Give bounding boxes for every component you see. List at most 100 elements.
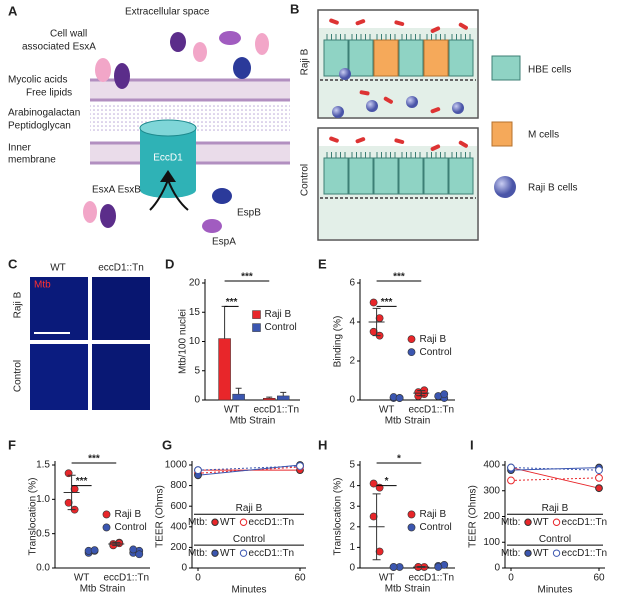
bacterium bbox=[355, 19, 366, 26]
y-tick-label: 10 bbox=[189, 336, 201, 347]
y-tick-label: 0 bbox=[349, 563, 355, 574]
y-tick-label: 1.0 bbox=[36, 494, 50, 505]
legend-swatch bbox=[407, 523, 416, 532]
well bbox=[317, 127, 479, 241]
legend-swatch bbox=[252, 323, 261, 332]
legend-marker bbox=[552, 549, 561, 557]
label: Free lipids bbox=[26, 88, 72, 99]
dot bbox=[64, 498, 73, 507]
point bbox=[296, 462, 304, 470]
y-axis-label: Mtb/100 nuclei bbox=[178, 309, 189, 374]
legend-swatch bbox=[407, 335, 416, 344]
protein bbox=[95, 58, 111, 82]
dot bbox=[369, 479, 378, 488]
legend-swatch bbox=[407, 348, 416, 357]
line bbox=[197, 465, 301, 471]
y-tick-label: 300 bbox=[483, 485, 500, 496]
legend-label: Control bbox=[420, 347, 452, 358]
y-tick-label: 4 bbox=[349, 317, 355, 328]
sd-bar bbox=[372, 307, 381, 337]
legend-group: Raji B bbox=[542, 503, 569, 514]
bacterium bbox=[430, 107, 441, 114]
panel-label: E bbox=[318, 256, 327, 271]
sig-label: * bbox=[385, 476, 389, 487]
y-tick-label: 100 bbox=[483, 537, 500, 548]
bacterium bbox=[383, 96, 393, 104]
raji-icon bbox=[494, 176, 516, 198]
legend-swatch bbox=[252, 310, 261, 319]
dot bbox=[369, 298, 378, 307]
dot bbox=[369, 512, 378, 521]
y-tick-label: 6 bbox=[349, 278, 355, 289]
panel-label: D bbox=[165, 256, 174, 271]
legend-label: eccD1::Tn bbox=[249, 548, 295, 559]
legend-group: Control bbox=[233, 534, 265, 545]
sig-label: *** bbox=[76, 476, 88, 487]
panel-label: B bbox=[290, 1, 299, 16]
bar bbox=[277, 395, 290, 401]
y-axis-label: Binding (%) bbox=[333, 316, 344, 368]
panel-label: C bbox=[8, 256, 18, 271]
point bbox=[507, 463, 515, 472]
bar bbox=[218, 338, 231, 401]
y-tick-label: 20 bbox=[189, 278, 201, 289]
bar bbox=[232, 393, 245, 401]
y-axis-label: TEER (Ohms) bbox=[468, 485, 479, 548]
y-tick-label: 4 bbox=[349, 480, 355, 491]
sig-label: * bbox=[397, 454, 401, 465]
label: WT bbox=[50, 263, 66, 274]
point bbox=[595, 466, 603, 475]
legend-label: WT bbox=[533, 548, 549, 559]
protein bbox=[202, 219, 222, 233]
bacterium bbox=[430, 26, 441, 33]
panel-label: G bbox=[162, 437, 172, 452]
eccd1-top bbox=[139, 119, 197, 137]
x-axis-label: Minutes bbox=[231, 585, 266, 596]
legend-label: WT bbox=[220, 517, 236, 528]
x-axis-label: Mtb Strain bbox=[385, 416, 431, 427]
label: Mtb bbox=[34, 280, 51, 291]
x-tick-label: 0 bbox=[195, 573, 201, 584]
y-tick-label: 5 bbox=[194, 365, 200, 376]
label: Arabinogalactan bbox=[8, 108, 80, 119]
legend-marker bbox=[239, 549, 248, 557]
protein bbox=[219, 31, 241, 45]
bacterium bbox=[394, 138, 405, 145]
sig-label: *** bbox=[88, 454, 100, 465]
protein bbox=[170, 32, 186, 52]
arrow-head bbox=[160, 170, 176, 182]
panel-label: I bbox=[470, 437, 474, 452]
label: eccD1::Tn bbox=[98, 263, 144, 274]
dot bbox=[375, 547, 384, 556]
y-tick-label: 400 bbox=[170, 521, 187, 532]
y-tick-label: 1.5 bbox=[36, 460, 50, 471]
legend-group: Control bbox=[539, 534, 571, 545]
sd-bar bbox=[417, 566, 426, 568]
raji-cell bbox=[406, 96, 418, 108]
legend-prefix: Mtb: bbox=[188, 548, 207, 559]
eccd1-bottom bbox=[140, 182, 196, 198]
raji-cell bbox=[366, 100, 378, 112]
line bbox=[510, 467, 600, 489]
dot bbox=[440, 390, 449, 399]
well bbox=[317, 9, 479, 119]
legend-label: Control bbox=[265, 322, 297, 333]
y-tick-label: 1000 bbox=[165, 460, 188, 471]
x-tick-label: 60 bbox=[294, 573, 306, 584]
y-tick-label: 0 bbox=[494, 563, 500, 574]
sig-label: *** bbox=[381, 297, 393, 308]
legend-label: Raji B bbox=[265, 309, 292, 320]
hbe-cell bbox=[398, 39, 424, 77]
y-tick-label: 0 bbox=[194, 395, 200, 406]
label: Raji B bbox=[300, 48, 311, 75]
line bbox=[510, 467, 600, 471]
point bbox=[595, 473, 603, 482]
bacterium bbox=[329, 18, 339, 25]
hbe-cell bbox=[323, 157, 349, 195]
error-bar bbox=[280, 391, 287, 396]
y-tick-label: 200 bbox=[483, 511, 500, 522]
dot bbox=[389, 563, 398, 571]
point bbox=[194, 466, 202, 475]
label: EsxA EsxB bbox=[92, 185, 141, 196]
